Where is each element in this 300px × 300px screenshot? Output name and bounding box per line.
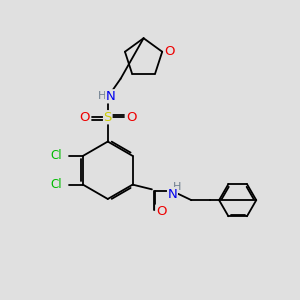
Text: O: O xyxy=(156,205,166,218)
Text: N: N xyxy=(168,188,177,201)
Text: O: O xyxy=(126,111,137,124)
Text: H: H xyxy=(98,91,106,101)
Text: Cl: Cl xyxy=(50,149,61,162)
Text: H: H xyxy=(173,182,182,192)
Text: N: N xyxy=(106,90,116,103)
Text: S: S xyxy=(103,111,112,124)
Text: O: O xyxy=(79,111,89,124)
Text: Cl: Cl xyxy=(50,178,61,191)
Text: O: O xyxy=(164,45,175,58)
